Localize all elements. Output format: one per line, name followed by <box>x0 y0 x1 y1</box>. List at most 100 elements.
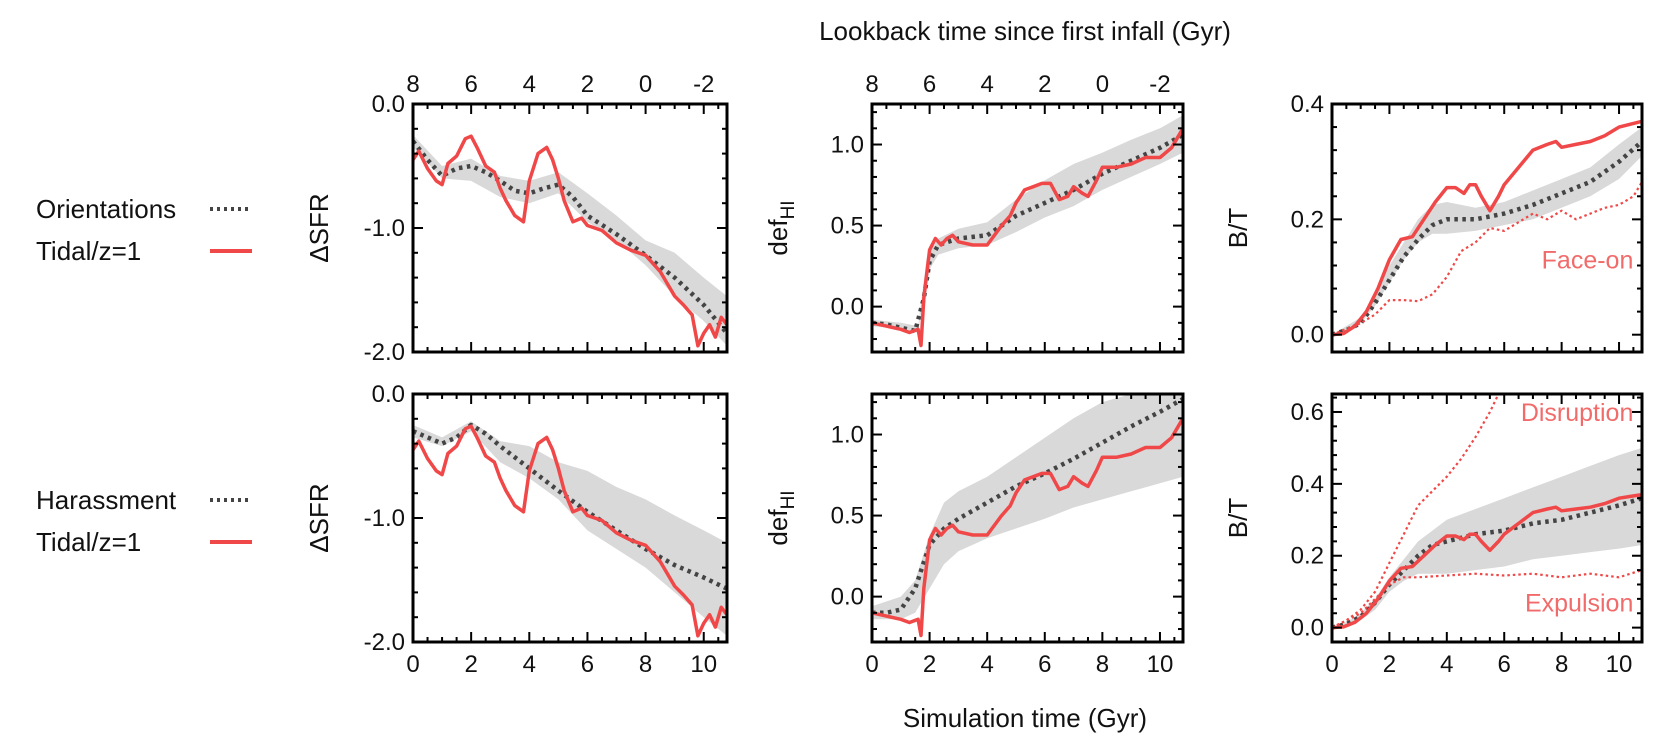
y-axis-label: ΔSFR <box>304 193 334 262</box>
top-tick-label: 4 <box>981 71 994 98</box>
x-tick-label: 6 <box>1038 651 1051 678</box>
x-tick-label: 0 <box>406 651 419 678</box>
y-tick-label: 0.6 <box>1291 399 1324 426</box>
plot-area <box>872 115 1183 348</box>
y-tick-label: 0.0 <box>372 381 405 408</box>
panel-hi-orient: 0.0 0.5 1.0 8 6 4 2 0 -2 defHI <box>763 71 1185 354</box>
x-tick-label: 8 <box>1096 651 1109 678</box>
x-tick-label: 4 <box>981 651 994 678</box>
x-tick-label: 10 <box>1606 651 1633 678</box>
x-tick-label: 2 <box>1383 651 1396 678</box>
top-tick-label: -2 <box>693 71 714 98</box>
panel-frame <box>870 392 1185 644</box>
y-tick-label: -2.0 <box>364 339 405 366</box>
scatter-band <box>872 115 1183 333</box>
series-tidal-line <box>872 417 1183 638</box>
series-mean-line <box>413 139 727 335</box>
legend-label-orientations: Orientations <box>36 194 176 224</box>
y-tick-label: 0.5 <box>831 503 864 530</box>
x-tick-label: 0 <box>1325 651 1338 678</box>
top-tick-label: 2 <box>581 71 594 98</box>
y-axis-label: B/T <box>1223 498 1253 539</box>
panel-bt-orient: 0.0 0.2 0.4 B/T Face-on <box>1223 91 1644 354</box>
plot-area <box>413 134 727 348</box>
top-tick-label: 8 <box>865 71 878 98</box>
x-tick-label: 2 <box>464 651 477 678</box>
annotation-label: Disruption <box>1521 399 1634 427</box>
y-tick-label: 0.4 <box>1291 471 1324 498</box>
top-tick-label: 6 <box>464 71 477 98</box>
y-tick-label: 0.2 <box>1291 543 1324 570</box>
y-axis-label: defHI <box>763 200 799 255</box>
scatter-band <box>413 135 727 346</box>
bottom-axis-label: Simulation time (Gyr) <box>903 703 1147 733</box>
y-tick-label: 1.0 <box>831 422 864 449</box>
y-tick-label: 0.2 <box>1291 206 1324 233</box>
panel-frame <box>870 102 1185 354</box>
legend-label-tidal: Tidal/z=1 <box>36 527 141 557</box>
y-axis-label-subscript: HI <box>778 200 799 219</box>
panel-frame <box>1330 392 1644 644</box>
y-tick-label: 0.5 <box>831 213 864 240</box>
top-tick-label: 2 <box>1038 71 1051 98</box>
panel-hi-harass: 0.0 0.5 1.0 0 2 4 6 8 10 defHI <box>763 392 1185 678</box>
top-tick-label: 4 <box>523 71 536 98</box>
top-tick-label: 0 <box>1096 71 1109 98</box>
y-tick-label: 0.0 <box>831 584 864 611</box>
y-tick-label: 0.0 <box>831 294 864 321</box>
top-tick-label: -2 <box>1149 71 1170 98</box>
x-tick-label: 6 <box>581 651 594 678</box>
annotation-label: Expulsion <box>1525 589 1633 617</box>
plot-area <box>413 421 727 638</box>
scatter-band <box>413 421 727 636</box>
annotation-label: Face-on <box>1542 246 1634 274</box>
x-tick-label: 0 <box>865 651 878 678</box>
y-axis-label: B/T <box>1223 208 1253 249</box>
series-tidal-line <box>1332 119 1642 337</box>
series-tidal-line <box>413 134 727 348</box>
x-tick-label: 2 <box>923 651 936 678</box>
x-tick-label: 8 <box>639 651 652 678</box>
series-tidal-line <box>872 127 1183 348</box>
series-mean-line <box>413 422 727 591</box>
series-tidal-line <box>1332 492 1642 630</box>
y-tick-label: 0.0 <box>1291 615 1324 642</box>
scatter-band <box>1332 447 1642 628</box>
scatter-band <box>872 394 1183 620</box>
top-tick-label: 8 <box>406 71 419 98</box>
panel-frame <box>411 102 729 354</box>
series-variant-line <box>1332 394 1500 629</box>
panel-frame <box>1330 102 1644 354</box>
x-tick-label: 10 <box>1147 651 1174 678</box>
y-tick-label: 0.0 <box>1291 322 1324 349</box>
series-tidal-line <box>413 424 727 638</box>
y-tick-label: -1.0 <box>364 215 405 242</box>
y-tick-label: 0.0 <box>372 91 405 118</box>
x-tick-label: 8 <box>1555 651 1568 678</box>
y-axis-label: defHI <box>763 490 799 545</box>
plot-area <box>1332 119 1642 337</box>
top-tick-label: 6 <box>923 71 936 98</box>
legend-orientations: Orientations Tidal/z=1 <box>36 194 252 266</box>
x-tick-label: 10 <box>690 651 717 678</box>
y-tick-label: 1.0 <box>831 132 864 159</box>
series-variant-line <box>1332 181 1642 336</box>
y-axis-label: ΔSFR <box>304 483 334 552</box>
y-tick-label: -2.0 <box>364 629 405 656</box>
x-tick-label: 6 <box>1498 651 1511 678</box>
panel-sfr-harass: -2.0 -1.0 0.0 0 2 4 6 8 10 ΔSFR <box>304 381 729 678</box>
top-tick-label: 0 <box>639 71 652 98</box>
series-mean-line <box>1332 139 1642 337</box>
panel-bt-harass: 0.0 0.2 0.4 0.6 0 2 4 6 8 10 B/T Disruption Expulsio… <box>1223 392 1644 678</box>
legend-label-harassment: Harassment <box>36 485 177 515</box>
x-tick-label: 4 <box>1440 651 1453 678</box>
scatter-band <box>1332 127 1642 335</box>
y-tick-label: 0.4 <box>1291 91 1324 118</box>
y-axis-label-subscript: HI <box>778 490 799 509</box>
x-tick-label: 4 <box>523 651 536 678</box>
plot-area <box>1332 394 1642 630</box>
legend-label-tidal: Tidal/z=1 <box>36 236 141 266</box>
panel-sfr-orient: -2.0 -1.0 0.08 6 4 2 0 -2 ΔSFR <box>304 71 729 366</box>
